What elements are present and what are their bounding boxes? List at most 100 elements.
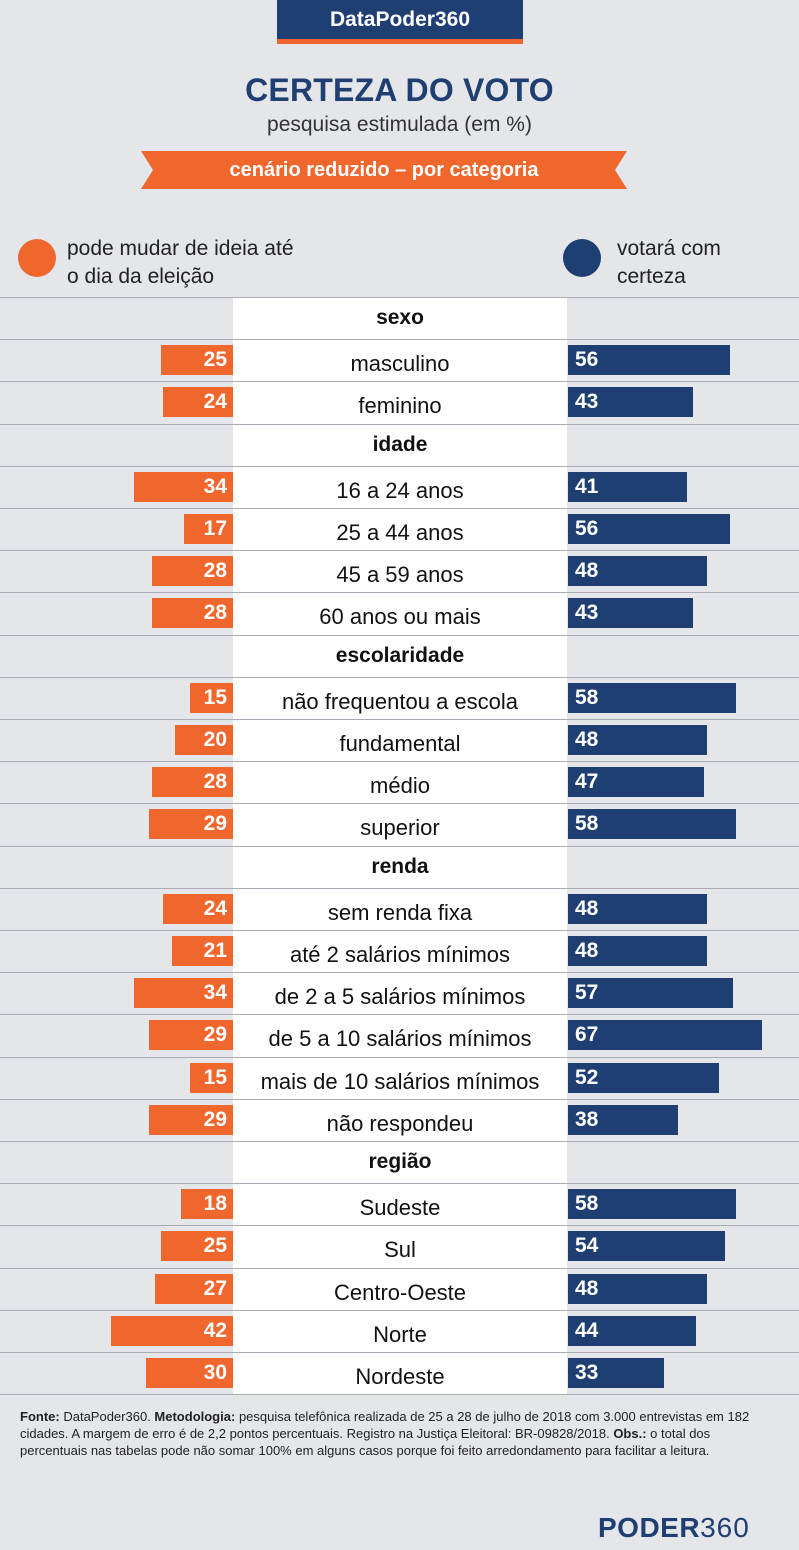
footnote: Fonte: DataPoder360. Metodologia: pesqui…: [20, 1408, 780, 1459]
value-label-pode-mudar: 15: [203, 685, 227, 709]
bar-votara-com-certeza: [568, 387, 693, 418]
chart-title: CERTEZA DO VOTO: [245, 72, 554, 108]
row-divider: [0, 972, 799, 974]
value-label-pode-mudar: 18: [203, 1192, 227, 1216]
chart-table: sexo 25 masculino 56 24 feminino 43 idade 34 16 a…: [0, 297, 799, 1396]
row-divider: [0, 887, 799, 889]
bar-votara-com-certeza: [568, 1062, 719, 1093]
bar-pode-mudar: [160, 345, 233, 376]
value-label-pode-mudar: 20: [203, 728, 227, 751]
value-label-pode-mudar: 34: [203, 474, 227, 498]
value-label-pode-mudar: 17: [203, 517, 227, 540]
value-label-votara-com-certeza: 58: [575, 685, 599, 709]
value-label-votara-com-certeza: 43: [575, 390, 599, 414]
group-header-row: idade: [0, 424, 799, 466]
category-label: feminino: [358, 393, 442, 419]
group-header: sexo: [376, 306, 424, 329]
category-label: 45 a 59 anos: [336, 562, 464, 588]
row-divider: [0, 719, 799, 720]
category-label: até 2 salários mínimos: [289, 942, 511, 967]
row-divider: [0, 550, 799, 552]
bar-pode-mudar: [151, 556, 233, 587]
row-divider: [0, 1141, 799, 1142]
value-label-votara-com-certeza: 48: [575, 939, 599, 962]
row-divider: [0, 1098, 799, 1100]
footnote-source-label: Fonte:: [20, 1409, 60, 1424]
row-divider: [0, 930, 799, 931]
value-label-votara-com-certeza: 48: [575, 559, 599, 583]
row-divider: [0, 1014, 799, 1016]
footnote-obs-text: o total dos percentuais nas tabelas pode…: [20, 1426, 711, 1458]
value-label-pode-mudar: 29: [203, 1107, 227, 1131]
group-header: região: [368, 1150, 432, 1173]
logo-number: 360: [700, 1512, 750, 1543]
table-row: 18 Sudeste 58: [0, 1183, 799, 1225]
value-label-votara-com-certeza: 56: [575, 517, 599, 540]
group-header-row: escolaridade: [0, 635, 799, 677]
category-label: não respondeu: [326, 1110, 474, 1136]
row-divider: [0, 592, 799, 594]
value-label-votara-com-certeza: 67: [575, 1023, 599, 1047]
value-label-votara-com-certeza: 44: [575, 1318, 599, 1342]
value-label-pode-mudar: 29: [203, 812, 227, 836]
row-divider: [0, 1309, 799, 1311]
bar-votara-com-certeza: [568, 1104, 679, 1135]
row-divider: [0, 1183, 799, 1185]
bar-votara-com-certeza: [568, 767, 705, 798]
bar-pode-mudar: [111, 1315, 233, 1346]
value-label-votara-com-certeza: 48: [575, 896, 599, 920]
bar-pode-mudar: [175, 725, 233, 755]
table-row: 25 Sul 54: [0, 1225, 799, 1267]
bar-votara-com-certeza: [568, 893, 708, 924]
table-row: 15 mais de 10 salários mínimos 52: [0, 1057, 799, 1099]
value-label-votara-com-certeza: 38: [575, 1107, 599, 1131]
table-row: 27 Centro-Oeste 48: [0, 1268, 799, 1310]
category-label: Centro-Oeste: [333, 1279, 467, 1305]
category-label: 60 anos ou mais: [319, 604, 481, 630]
category-label: Norte: [373, 1321, 427, 1347]
table-row: 28 médio 47: [0, 761, 799, 803]
value-label-votara-com-certeza: 48: [575, 1276, 599, 1300]
bar-votara-com-certeza: [568, 682, 737, 713]
bar-pode-mudar: [163, 893, 233, 924]
value-label-votara-com-certeza: 57: [575, 981, 599, 1005]
value-label-pode-mudar: 28: [203, 601, 227, 625]
category-label: de 2 a 5 salários mínimos: [274, 984, 526, 1010]
bar-pode-mudar: [151, 767, 233, 798]
row-divider: [0, 297, 799, 298]
bar-votara-com-certeza: [568, 809, 737, 840]
category-label: médio: [370, 773, 430, 799]
category-label: masculino: [350, 351, 450, 377]
group-header-row: renda: [0, 846, 799, 888]
bar-votara-com-certeza: [568, 345, 731, 376]
group-header: idade: [372, 432, 428, 456]
row-divider: [0, 508, 799, 509]
table-row: 25 masculino 56: [0, 339, 799, 381]
table-row: 34 de 2 a 5 salários mínimos 57: [0, 972, 799, 1014]
table-row: 42 Norte 44: [0, 1310, 799, 1352]
category-label: Sudeste: [359, 1195, 441, 1221]
bar-votara-com-certeza: [568, 471, 687, 502]
legend-right-label: votará com certeza: [617, 237, 721, 288]
row-divider: [0, 423, 799, 425]
row-divider: [0, 1352, 799, 1353]
bar-pode-mudar: [189, 682, 233, 713]
group-header-row: região: [0, 1141, 799, 1183]
category-label: fundamental: [339, 731, 461, 756]
row-divider: [0, 676, 799, 678]
bar-pode-mudar: [154, 1273, 233, 1304]
group-header: escolaridade: [335, 643, 465, 667]
row-divider: [0, 1267, 799, 1269]
value-label-votara-com-certeza: 43: [575, 601, 599, 625]
group-header: renda: [371, 854, 429, 878]
value-label-votara-com-certeza: 58: [575, 812, 599, 836]
poder360-logo: PODER360: [598, 1512, 750, 1544]
footnote-method-label: Metodologia:: [154, 1409, 236, 1424]
footnote-obs-label: Obs.:: [613, 1426, 647, 1441]
legend-left-dot: [18, 239, 56, 277]
row-divider: [0, 381, 799, 383]
table-row: 24 feminino 43: [0, 381, 799, 423]
bar-votara-com-certeza: [568, 1315, 696, 1346]
category-label: de 5 a 10 salários mínimos: [268, 1026, 532, 1052]
table-row: 30 Nordeste 33: [0, 1352, 799, 1394]
